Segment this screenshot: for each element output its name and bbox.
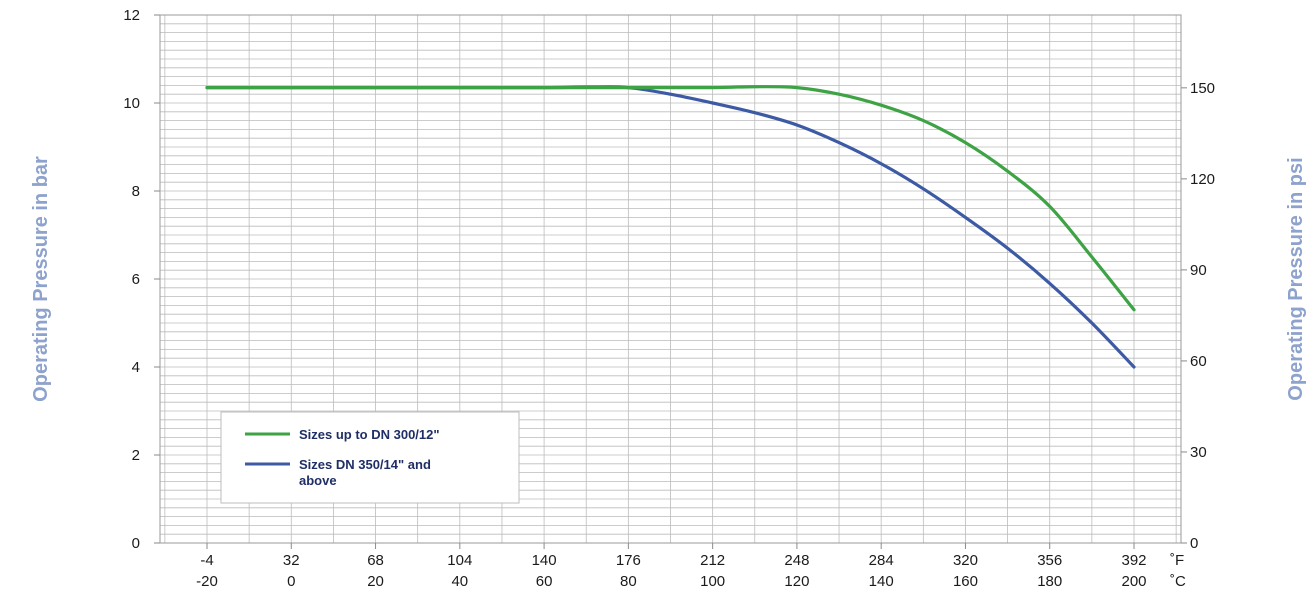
x-tick-label-celsius: 20 <box>367 573 384 590</box>
x-tick-label-fahrenheit: 104 <box>447 552 472 569</box>
x-tick-label-celsius: 60 <box>536 573 553 590</box>
y-axis-title-right: Operating Pressure in psi <box>1285 157 1307 400</box>
legend-box <box>220 411 520 504</box>
x-unit-celsius: ˚C <box>1170 573 1186 590</box>
x-tick-label-celsius: 140 <box>869 573 894 590</box>
y-tick-label-left: 10 <box>123 95 140 112</box>
x-tick-label-celsius: 80 <box>620 573 637 590</box>
x-tick-label-fahrenheit: -4 <box>200 552 213 569</box>
y-tick-label-right: 30 <box>1190 444 1207 461</box>
x-tick-label-celsius: 200 <box>1121 573 1146 590</box>
y-axis-title-left: Operating Pressure in bar <box>30 156 52 402</box>
x-tick-label-fahrenheit: 284 <box>869 552 894 569</box>
x-tick-label-fahrenheit: 320 <box>953 552 978 569</box>
x-tick-label-fahrenheit: 356 <box>1037 552 1062 569</box>
series-lines <box>205 85 1136 369</box>
x-tick-label-celsius: 100 <box>700 573 725 590</box>
series-line-1 <box>205 85 1136 312</box>
y-tick-label-left: 2 <box>132 447 140 464</box>
legend-label-series-1: Sizes up to DN 300/12" <box>299 427 440 442</box>
x-tick-label-celsius: -20 <box>196 573 218 590</box>
y-tick-label-right: 120 <box>1190 171 1215 188</box>
x-tick-label-celsius: 40 <box>451 573 468 590</box>
x-tick-label-fahrenheit: 248 <box>784 552 809 569</box>
y-tick-label-left: 6 <box>132 271 140 288</box>
y-tick-label-left: 8 <box>132 183 140 200</box>
x-tick-label-fahrenheit: 68 <box>367 552 384 569</box>
x-tick-label-fahrenheit: 212 <box>700 552 725 569</box>
x-tick-label-fahrenheit: 392 <box>1121 552 1146 569</box>
y-tick-label-right: 150 <box>1190 80 1215 97</box>
x-tick-label-fahrenheit: 176 <box>616 552 641 569</box>
y-tick-label-left: 12 <box>123 7 140 24</box>
y-tick-label-right: 90 <box>1190 262 1207 279</box>
legend-label-series-2: Sizes DN 350/14" and above <box>299 457 431 488</box>
y-tick-label-left: 4 <box>132 359 140 376</box>
x-tick-label-celsius: 0 <box>287 573 295 590</box>
y-tick-label-left: 0 <box>132 535 140 552</box>
y-tick-label-right: 0 <box>1190 535 1198 552</box>
legend: Sizes up to DN 300/12" Sizes DN 350/14" … <box>220 411 520 504</box>
x-tick-label-celsius: 160 <box>953 573 978 590</box>
x-tick-label-fahrenheit: 32 <box>283 552 300 569</box>
x-unit-fahrenheit: ˚F <box>1170 552 1184 569</box>
x-tick-label-celsius: 120 <box>784 573 809 590</box>
legend-label-series-2-line-1: Sizes DN 350/14" and <box>299 457 431 472</box>
grid <box>160 15 1181 543</box>
tick-labels: 0246810120306090120150-4-203206820104401… <box>123 7 1215 590</box>
y-tick-label-right: 60 <box>1190 353 1207 370</box>
x-tick-label-celsius: 180 <box>1037 573 1062 590</box>
legend-label-series-2-line-2: above <box>299 473 337 488</box>
x-tick-label-fahrenheit: 140 <box>532 552 557 569</box>
